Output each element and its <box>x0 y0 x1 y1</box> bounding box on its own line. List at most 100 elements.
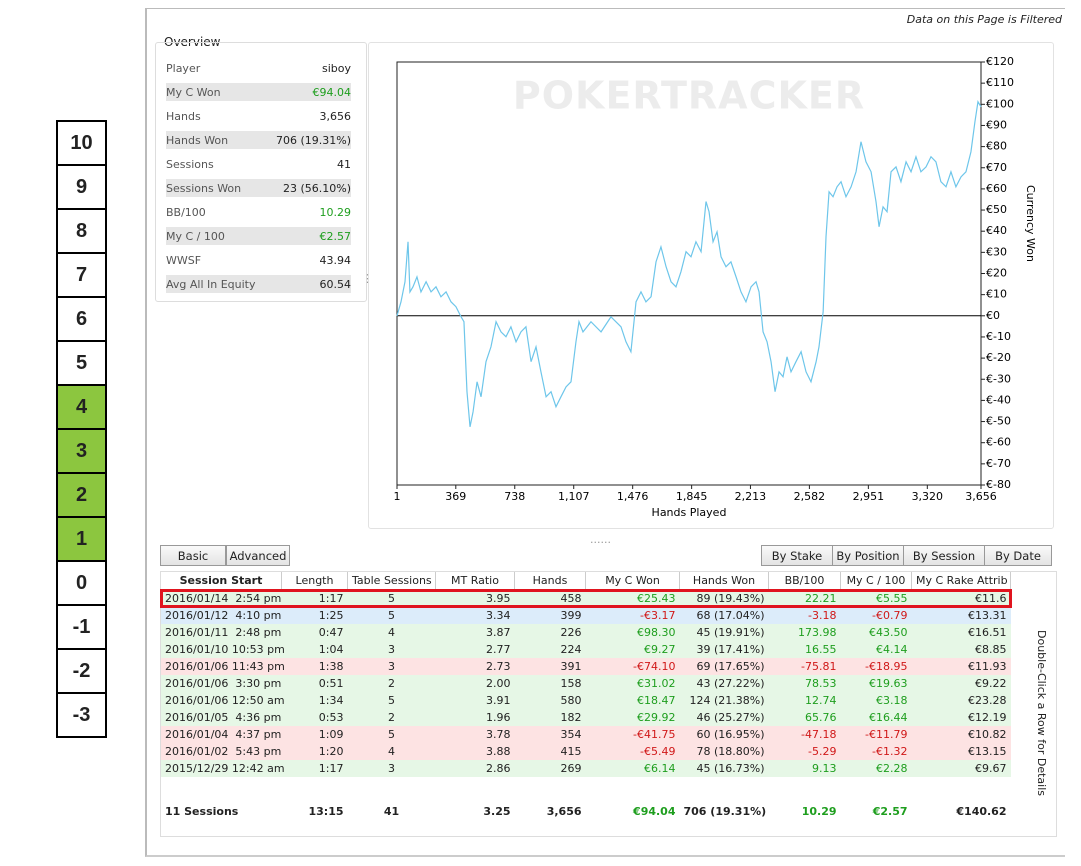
table-cell: 2015/12/29 12:42 am <box>165 762 285 775</box>
column-header[interactable]: BB/100 <box>768 572 841 590</box>
overview-label: BB/100 <box>166 205 206 219</box>
y-tick-label: €100 <box>986 97 1014 110</box>
column-header[interactable]: Hands <box>514 572 586 590</box>
table-cell: 3.87 <box>486 626 511 639</box>
table-cell: 78 (18.80%) <box>696 745 765 758</box>
table-row[interactable]: 2016/01/12 4:10 pm 1:25 5 3.34 399 -€3.17 68 (… <box>161 607 1011 624</box>
session-table: Session Start Length Table Sessions MT Rati… <box>160 572 1012 820</box>
table-cell: 2.00 <box>486 677 511 690</box>
overview-label: Sessions Won <box>166 181 242 195</box>
table-row[interactable]: 2016/01/06 3:30 pm 0:51 2 2.00 158 €31.02 43 (… <box>161 675 1011 692</box>
overview-value: siboy <box>321 61 351 75</box>
table-cell: 1:04 <box>318 643 344 656</box>
table-cell: 5 <box>388 592 395 605</box>
y-tick-label: €70 <box>986 161 1007 174</box>
table-cell: 5 <box>388 694 395 707</box>
table-cell: -€11.79 <box>865 728 908 741</box>
table-cell: €31.02 <box>637 677 676 690</box>
table-cell: 2.77 <box>486 643 511 656</box>
table-cell: 2016/01/06 3:30 pm <box>165 677 282 690</box>
chart: POKERTRACKER €120 €110 €100 €90 €80 €70 €60 €50 €… <box>394 55 1038 519</box>
table-cell: -€5.49 <box>640 745 676 758</box>
total-cell: 3,656 <box>546 805 582 818</box>
x-tick-label: 1,476 <box>617 490 649 503</box>
y-tick-label: €120 <box>986 55 1014 68</box>
view-button[interactable]: By Session <box>903 545 985 566</box>
column-header[interactable]: MT Ratio <box>435 572 515 590</box>
y-tick-label: €-70 <box>986 457 1011 470</box>
table-row[interactable]: 2016/01/14 2:54 pm 1:17 5 3.95 458 €25.43 89 (… <box>160 588 1012 608</box>
table-cell: 1:25 <box>318 609 344 622</box>
column-header[interactable]: Length <box>281 572 348 590</box>
table-cell: 580 <box>560 694 582 707</box>
column-header[interactable]: Table Sessions <box>347 572 436 590</box>
table-cell: 45 (19.91%) <box>696 626 765 639</box>
tab-button[interactable]: Basic <box>160 545 226 566</box>
table-row[interactable]: 2016/01/04 4:37 pm 1:09 5 3.78 354 -€41.75 60 … <box>161 726 1011 743</box>
scale: 10 9 8 7 6 5 4 3 2 1 0 -1 -2 -3 <box>56 120 107 738</box>
x-tick-label: 1,845 <box>676 490 708 503</box>
overview-value: 10.29 <box>319 205 352 219</box>
y-tick-label: €-40 <box>986 393 1011 406</box>
scale-cell: 7 <box>56 254 107 298</box>
spacer <box>161 777 1011 803</box>
splitter[interactable]: ⋮ <box>362 272 373 285</box>
table-cell: 1:34 <box>318 694 344 707</box>
table-row[interactable]: 2016/01/05 4:36 pm 0:53 2 1.96 182 €29.92 46 (… <box>161 709 1011 726</box>
overview-row: Player siboy <box>166 59 351 77</box>
table-cell: 2016/01/05 4:36 pm <box>165 711 282 724</box>
column-header[interactable]: Session Start <box>161 572 282 590</box>
x-tick-label: 1,107 <box>558 490 590 503</box>
table-cell: 2016/01/06 11:43 pm <box>165 660 285 673</box>
column-header[interactable]: My C Rake Attrib <box>911 572 1011 590</box>
table-cell: 1:17 <box>318 592 344 605</box>
table-cell: 391 <box>560 660 582 673</box>
table-row[interactable]: 2016/01/10 10:53 pm 1:04 3 2.77 224 €9.27 39 (… <box>161 641 1011 658</box>
table-cell: 2016/01/14 2:54 pm <box>165 592 282 605</box>
table-cell: €4.14 <box>876 643 908 656</box>
column-header[interactable]: My C / 100 <box>840 572 912 590</box>
total-cell: €140.62 <box>956 805 1007 818</box>
table-cell: 1:17 <box>318 762 344 775</box>
table-cell: 3.91 <box>486 694 511 707</box>
table-row[interactable]: 2016/01/06 11:43 pm 1:38 3 2.73 391 -€74.10 69… <box>161 658 1011 675</box>
column-header[interactable]: Hands Won <box>679 572 769 590</box>
table-cell: €23.28 <box>968 694 1007 707</box>
column-header[interactable]: My C Won <box>585 572 680 590</box>
table-cell: 2016/01/06 12:50 am <box>165 694 285 707</box>
view-button[interactable]: By Date <box>984 545 1052 566</box>
overview-label: Player <box>166 61 201 75</box>
y-tick-label: €30 <box>986 245 1007 258</box>
y-tick-label: €20 <box>986 267 1007 280</box>
table-cell: 2.86 <box>486 762 511 775</box>
table-row[interactable]: 2016/01/11 2:48 pm 0:47 4 3.87 226 €98.30 45 (… <box>161 624 1011 641</box>
table-cell: 2016/01/11 2:48 pm <box>165 626 282 639</box>
table-cell: €9.22 <box>975 677 1007 690</box>
table-cell: 1:38 <box>318 660 344 673</box>
table-row[interactable]: 2015/12/29 12:42 am 1:17 3 2.86 269 €6.14 45 (… <box>161 760 1011 777</box>
table-cell: 415 <box>560 745 582 758</box>
total-cell: 11 Sessions <box>165 805 239 818</box>
total-cell: €2.57 <box>872 805 908 818</box>
table-cell: -3.18 <box>808 609 837 622</box>
tab-button[interactable]: Advanced <box>226 545 290 566</box>
overview-label: My C / 100 <box>166 229 225 243</box>
overview-label: Hands <box>166 109 201 123</box>
table-cell: 1:09 <box>318 728 344 741</box>
chart-panel: POKERTRACKER €120 €110 €100 €90 €80 €70 €60 €50 €… <box>368 42 1054 529</box>
table-cell: €18.47 <box>637 694 676 707</box>
scale-cell: 9 <box>56 166 107 210</box>
overview-row: BB/100 10.29 <box>166 203 351 221</box>
x-tick-label: 2,213 <box>735 490 767 503</box>
table-row[interactable]: 2016/01/02 5:43 pm 1:20 4 3.88 415 -€5.49 78 (… <box>161 743 1011 760</box>
overview-value: €2.57 <box>319 229 352 243</box>
view-button[interactable]: By Position <box>832 545 904 566</box>
table-row[interactable]: 2016/01/06 12:50 am 1:34 5 3.91 580 €18.47 124… <box>161 692 1011 709</box>
splitter[interactable]: ...... <box>590 533 611 546</box>
table-cell: 124 (21.38%) <box>689 694 765 707</box>
table-cell: -€1.32 <box>872 745 908 758</box>
table-cell: 3 <box>388 762 395 775</box>
view-button[interactable]: By Stake <box>761 545 833 566</box>
table-cell: 182 <box>560 711 582 724</box>
